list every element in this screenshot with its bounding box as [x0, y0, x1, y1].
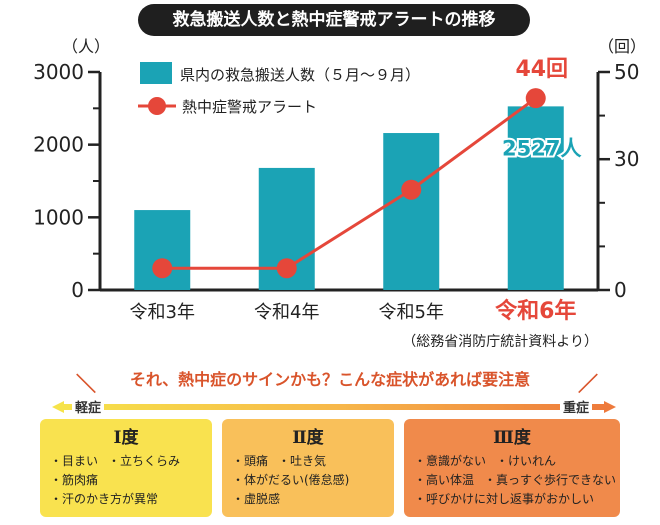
- severity-severe-label: 重症: [560, 397, 593, 416]
- alert-line: [162, 96, 537, 270]
- level-3-line-3: ・呼びかけに対し返事がおかしい: [414, 490, 610, 509]
- symptom: ・真っすぐ歩行できない: [484, 473, 617, 487]
- alert-point-令和5年: [401, 179, 422, 200]
- chart-area: 0 1000 2000 3000 0 30 50 （人） （回） 令和3年 令和4年 令和5年 令和6年…: [33, 37, 646, 350]
- bar-令和6年: [507, 106, 564, 290]
- alert-point-令和3年: [152, 258, 173, 279]
- level-3-box: Ⅲ度 ・意識がない ・けいれん ・高い体温 ・真っすぐ歩行できない ・呼びかけに対し…: [404, 419, 620, 517]
- symptom: ・虚脱感: [232, 492, 281, 506]
- line-callout: 44回: [515, 57, 568, 82]
- symptom: ・汗のかき方が異常: [50, 492, 159, 506]
- right-axis-unit: （回）: [598, 37, 646, 56]
- symptom: ・意識がない: [414, 454, 487, 468]
- symptom: ・高い体温: [414, 473, 475, 487]
- warning-right-mark: ／: [578, 372, 598, 396]
- warning-heading: それ、熱中症のサインかも？こんな症状があれば要注意: [129, 370, 531, 389]
- x-tick-label: 令和6年: [495, 298, 576, 324]
- left-tick-label: 1000: [33, 205, 84, 229]
- level-1-line-1: ・目まい ・立ちくらみ: [50, 452, 202, 471]
- symptom: ・呼びかけに対し返事がおかしい: [414, 492, 595, 506]
- left-tick-label: 3000: [33, 60, 84, 84]
- level-1-line-2: ・筋肉痛: [50, 471, 202, 490]
- symptom: ・目まい: [50, 454, 99, 468]
- legend-line-marker: [148, 97, 166, 115]
- symptom: ・筋肉痛: [50, 473, 99, 487]
- right-tick-label: 50: [614, 60, 639, 84]
- chart-title: 救急搬送人数と熱中症警戒アラートの推移: [138, 4, 530, 36]
- severity-mild-label: 軽症: [72, 397, 105, 416]
- level-2-line-3: ・虚脱感: [232, 490, 384, 509]
- alert-point-令和4年: [276, 258, 297, 279]
- left-tick-label: 2000: [33, 133, 84, 157]
- level-1-title: Ⅰ度: [113, 428, 139, 448]
- right-tick-label: 30: [614, 147, 639, 171]
- warning-left-mark: ＼: [76, 372, 96, 396]
- legend-line-label: 熱中症警戒アラート: [182, 98, 317, 116]
- level-1-box: Ⅰ度 ・目まい ・立ちくらみ ・筋肉痛 ・汗のかき方が異常: [40, 419, 212, 517]
- x-tick-label: 令和4年: [254, 302, 319, 323]
- symptom: ・けいれん: [496, 454, 557, 468]
- x-tick-label: 令和5年: [379, 302, 444, 323]
- level-1-line-3: ・汗のかき方が異常: [50, 490, 202, 509]
- x-tick-label: 令和3年: [130, 302, 195, 323]
- legend-bar-swatch: [140, 62, 172, 84]
- symptom: ・立ちくらみ: [108, 454, 181, 468]
- symptom: ・頭痛: [232, 454, 269, 468]
- symptom: ・体がだるい(倦怠感): [232, 473, 350, 487]
- symptom: ・吐き気: [278, 454, 327, 468]
- level-3-line-1: ・意識がない ・けいれん: [414, 452, 610, 471]
- level-3-title: Ⅲ度: [493, 428, 531, 448]
- right-tick-label: 0: [614, 278, 627, 302]
- source-note: （総務省消防庁統計資料より）: [402, 334, 598, 350]
- level-2-title: Ⅱ度: [292, 428, 324, 448]
- bar-令和5年: [383, 133, 440, 290]
- legend-bar-label: 県内の救急搬送人数（５月～９月）: [180, 66, 420, 84]
- level-2-line-1: ・頭痛 ・吐き気: [232, 452, 384, 471]
- left-axis-unit: （人）: [62, 37, 110, 56]
- level-2-line-2: ・体がだるい(倦怠感): [232, 471, 384, 490]
- level-3-line-2: ・高い体温 ・真っすぐ歩行できない: [414, 471, 616, 490]
- level-2-box: Ⅱ度 ・頭痛 ・吐き気 ・体がだるい(倦怠感) ・虚脱感: [222, 419, 394, 517]
- severity-gradient-arrow: [52, 401, 616, 413]
- left-tick-label: 0: [71, 278, 84, 302]
- alert-point-令和6年: [525, 88, 546, 109]
- bar-callout: 2527人: [502, 137, 581, 161]
